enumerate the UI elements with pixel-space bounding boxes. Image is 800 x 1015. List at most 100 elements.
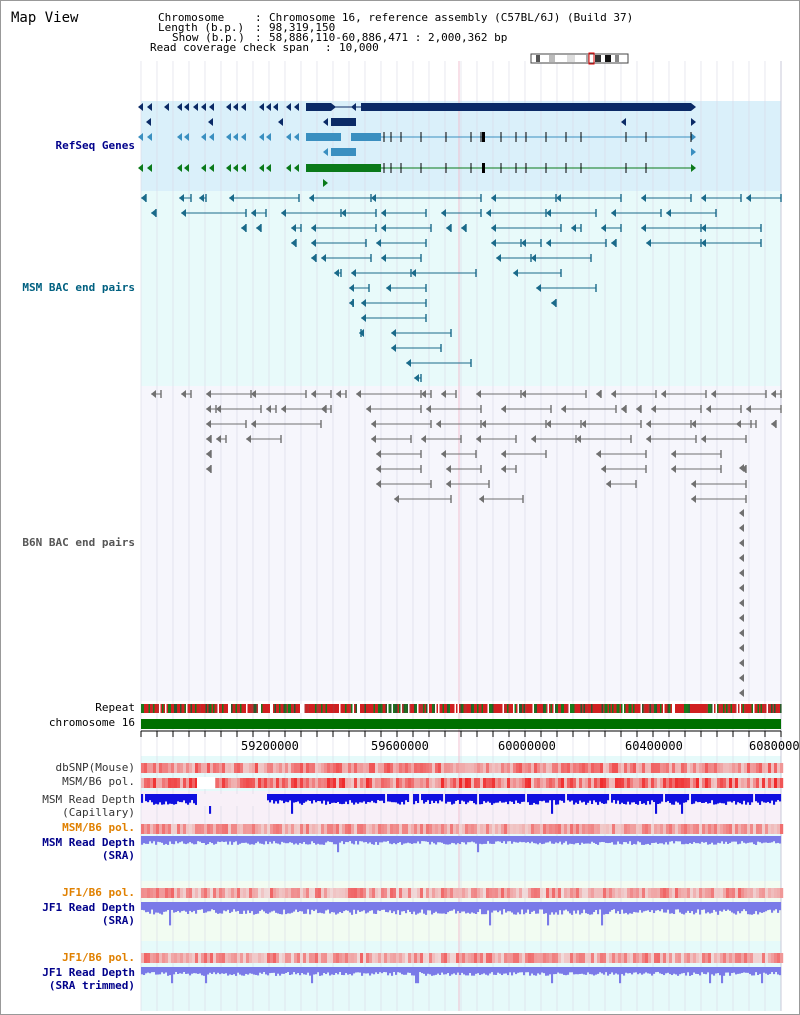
feature-arrow — [671, 450, 676, 458]
feature-arrow — [441, 390, 446, 398]
msm-sra-depth-bar — [301, 836, 304, 844]
track-label-refseq[interactable]: RefSeq Genes — [55, 139, 135, 152]
jf1-trim-depth-bar — [461, 967, 464, 973]
msm-b6-pol-heat-2 — [393, 824, 397, 834]
repeat-segment — [688, 704, 691, 713]
repeat-segment — [765, 704, 767, 713]
jf1-sra-depth-bar — [517, 902, 520, 913]
jf1-sra-depth-bar — [777, 902, 780, 913]
msm-b6-pol-heat — [444, 778, 448, 788]
jf1-sra-depth-bar — [547, 902, 550, 926]
msm-b6-pol-heat — [174, 778, 178, 788]
jf1-b6-pol-heat-2 — [144, 953, 148, 963]
msm-sra-depth-bar — [451, 836, 454, 843]
repeat-segment — [252, 704, 254, 713]
repeat-segment — [637, 704, 640, 713]
msm-sra-depth-bar — [759, 836, 762, 843]
dbsnp-heat — [285, 763, 289, 773]
msm-b6-pol-heat-2 — [357, 824, 361, 834]
msm-b6-pol-heat-2 — [327, 824, 331, 834]
feature-arrow — [691, 480, 696, 488]
msm-b6-pol-heat — [453, 778, 457, 788]
jf1-b6-pol-heat-2 — [435, 953, 439, 963]
jf1-sra-depth-bar — [171, 902, 174, 910]
msm-capillary-depth-bar — [415, 794, 418, 802]
feature-arrow — [513, 269, 518, 277]
msm-sra-depth-bar — [201, 836, 204, 844]
msm-b6-pol-heat — [720, 778, 724, 788]
jf1-trim-depth-bar — [625, 967, 628, 973]
repeat-segment — [306, 704, 308, 713]
msm-b6-pol-heat — [744, 778, 748, 788]
msm-capillary-depth-bar — [167, 794, 170, 805]
jf1-b6-pol-heat — [558, 888, 562, 898]
jf1-b6-pol-heat-2 — [534, 953, 538, 963]
msm-capillary-depth-bar — [395, 794, 398, 803]
jf1-b6-pol-heat — [420, 888, 424, 898]
dbsnp-heat — [747, 763, 751, 773]
msm-b6-pol-heat — [312, 778, 316, 788]
repeat-segment — [498, 704, 500, 713]
msm-b6-pol-heat-2 — [555, 824, 559, 834]
repeat-segment — [220, 704, 223, 713]
jf1-trim-depth-bar — [231, 967, 234, 976]
jf1-sra-depth-bar — [383, 902, 386, 910]
jf1-trim-depth-bar — [351, 967, 354, 976]
repeat-segment — [232, 704, 235, 713]
repeat-segment — [576, 704, 578, 713]
jf1-b6-pol-heat-2 — [156, 953, 160, 963]
jf1-sra-depth-bar — [165, 902, 168, 912]
track-label-msm-bac[interactable]: MSM BAC end pairs — [22, 281, 135, 294]
msm-b6-pol-heat — [315, 778, 319, 788]
jf1-sra-depth-bar — [343, 902, 346, 912]
msm-b6-pol-heat — [450, 778, 454, 788]
jf1-b6-pol-heat — [723, 888, 727, 898]
jf1-b6-pol-heat — [483, 888, 487, 898]
msm-b6-pol-heat — [591, 778, 595, 788]
msm-capillary-depth-bar — [545, 794, 548, 803]
jf1-trim-depth-bar — [599, 967, 602, 973]
jf1-sra-depth-bar — [645, 902, 648, 911]
repeat-segment — [156, 704, 158, 713]
feature-arrow — [266, 405, 271, 413]
jf1-trim-depth-bar — [565, 967, 568, 976]
repeat-segment — [526, 704, 529, 713]
msm-sra-depth-bar — [769, 836, 772, 843]
msm-sra-depth-bar — [677, 836, 680, 842]
msm-b6-pol-heat-2 — [615, 824, 619, 834]
jf1-b6-pol-heat — [549, 888, 553, 898]
track-label-b6n-bac[interactable]: B6N BAC end pairs — [22, 536, 135, 549]
msm-capillary-depth-bar — [141, 794, 144, 803]
jf1-sra-depth-bar — [597, 902, 600, 915]
msm-b6-pol-heat — [414, 778, 418, 788]
repeat-segment — [241, 704, 244, 713]
msm-capillary-depth-bar — [529, 794, 532, 805]
msm-sra-depth-bar — [357, 836, 360, 845]
feature-arrow — [184, 164, 189, 172]
msm-b6-pol-heat — [300, 778, 304, 788]
msm-b6-pol-heat-2 — [363, 824, 367, 834]
msm-sra-depth-bar — [495, 836, 498, 842]
dbsnp-heat — [165, 763, 169, 773]
msm-b6-pol-heat-2 — [228, 824, 232, 834]
feature-arrow — [323, 148, 328, 156]
msm-b6-pol-heat — [531, 778, 535, 788]
jf1-trim-depth-bar — [373, 967, 376, 975]
dbsnp-heat — [327, 763, 331, 773]
jf1-trim-depth-bar — [591, 967, 594, 975]
jf1-b6-pol-heat — [564, 888, 568, 898]
repeat-segment — [630, 704, 632, 713]
jf1-b6-pol-heat — [546, 888, 550, 898]
msm-sra-depth-bar — [409, 836, 412, 844]
jf1-b6-pol-heat-2 — [552, 953, 556, 963]
jf1-b6-pol-heat-2 — [459, 953, 463, 963]
msm-b6-pol-heat-2 — [444, 824, 448, 834]
jf1-b6-pol-heat-2 — [678, 953, 682, 963]
repeat-segment — [657, 704, 659, 713]
feature-arrow — [147, 164, 152, 172]
repeat-segment — [481, 704, 484, 713]
dbsnp-heat — [483, 763, 487, 773]
gene-exon — [351, 133, 381, 141]
msm-capillary-depth-bar — [755, 794, 758, 802]
